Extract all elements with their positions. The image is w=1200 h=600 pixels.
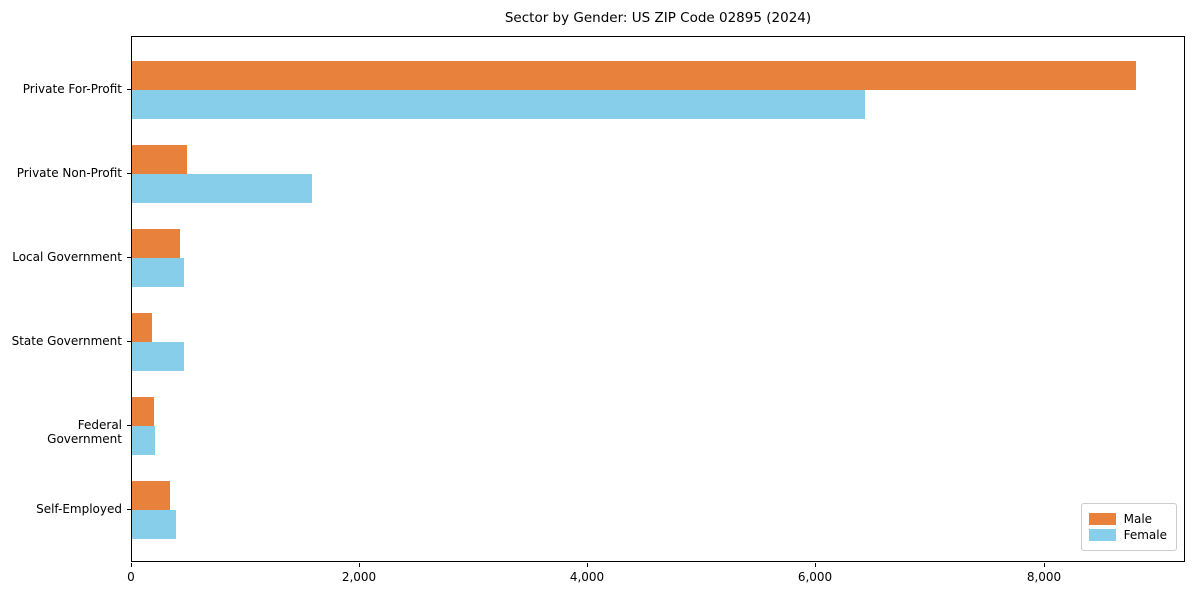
x-tick xyxy=(359,563,360,567)
y-tick-label: Private For-Profit xyxy=(22,82,122,96)
bar-female xyxy=(132,90,865,119)
x-tick-label: 2,000 xyxy=(341,570,377,584)
bar-male xyxy=(132,481,170,510)
chart-title: Sector by Gender: US ZIP Code 02895 (202… xyxy=(504,10,812,26)
y-tick-label: Private Non-Profit xyxy=(16,166,122,180)
bar-male xyxy=(132,313,152,342)
legend-swatch-male xyxy=(1088,513,1116,525)
plot-area: Male Female xyxy=(131,36,1185,562)
x-tick xyxy=(131,563,132,567)
x-tick xyxy=(1044,563,1045,567)
y-tick xyxy=(127,509,131,510)
bar-female xyxy=(132,426,155,455)
y-tick-label: Federal Government xyxy=(47,418,122,446)
bar-female xyxy=(132,174,312,203)
legend: Male Female xyxy=(1080,503,1177,551)
bar-male xyxy=(132,397,154,426)
y-tick-label: State Government xyxy=(11,334,122,348)
y-tick xyxy=(127,341,131,342)
x-tick xyxy=(587,563,588,567)
legend-label: Male xyxy=(1123,512,1153,526)
legend-label: Female xyxy=(1123,528,1167,542)
legend-entry: Female xyxy=(1088,528,1167,542)
x-tick-label: 0 xyxy=(127,570,135,584)
y-tick xyxy=(127,425,131,426)
y-tick xyxy=(127,173,131,174)
bar-female xyxy=(132,510,176,539)
x-tick xyxy=(815,563,816,567)
x-tick-label: 4,000 xyxy=(569,570,605,584)
legend-entry: Male xyxy=(1088,512,1167,526)
x-tick-label: 8,000 xyxy=(1026,570,1062,584)
legend-swatch-female xyxy=(1088,529,1116,541)
bar-male xyxy=(132,61,1136,90)
bar-male xyxy=(132,145,187,174)
y-tick xyxy=(127,257,131,258)
x-tick-label: 6,000 xyxy=(797,570,833,584)
bar-female xyxy=(132,258,184,287)
bar-male xyxy=(132,229,180,258)
y-tick-label: Local Government xyxy=(12,250,122,264)
bar-female xyxy=(132,342,184,371)
y-tick-label: Self-Employed xyxy=(36,502,122,516)
y-tick xyxy=(127,89,131,90)
